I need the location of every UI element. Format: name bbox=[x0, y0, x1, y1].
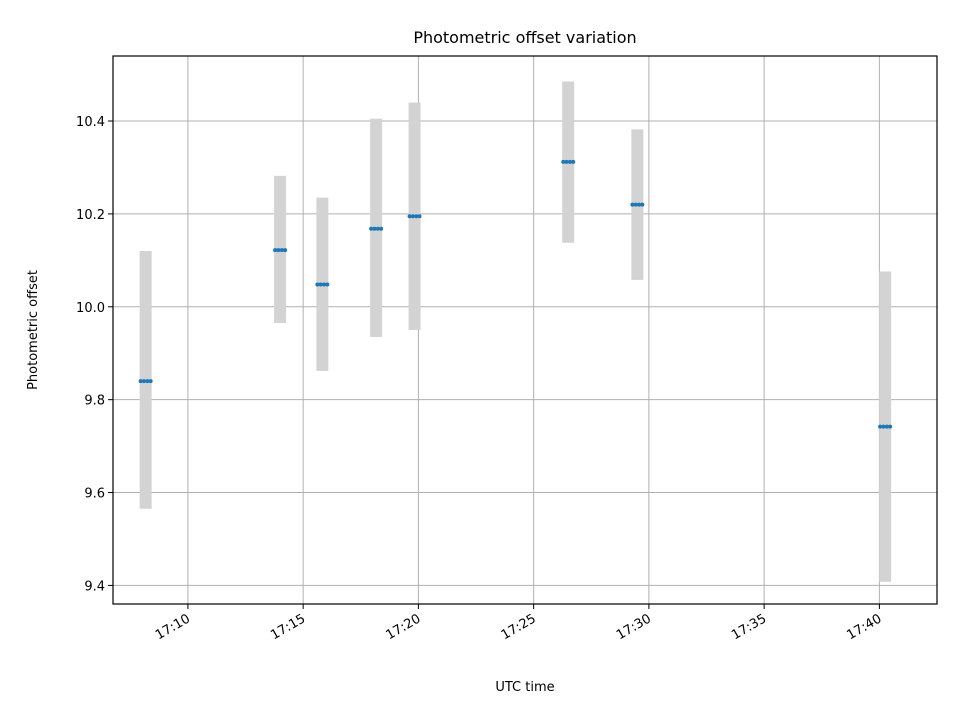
point-marker bbox=[884, 424, 889, 429]
y-axis: 9.4 9.6 9.8 10.0 10.2 10.4 bbox=[76, 115, 113, 594]
point-marker bbox=[379, 226, 384, 231]
point-marker bbox=[138, 379, 143, 384]
point-marker bbox=[276, 248, 281, 253]
data-point bbox=[561, 159, 576, 164]
data-point bbox=[273, 248, 288, 253]
data-point bbox=[630, 202, 645, 207]
data-point bbox=[138, 379, 153, 384]
point-marker bbox=[279, 248, 284, 253]
y-tick-label: 10.4 bbox=[76, 115, 105, 130]
point-marker bbox=[283, 248, 288, 253]
data-point bbox=[315, 282, 330, 287]
data-point bbox=[369, 226, 384, 231]
point-marker bbox=[417, 214, 422, 219]
point-marker bbox=[369, 226, 374, 231]
point-marker bbox=[410, 214, 415, 219]
point-marker bbox=[630, 202, 635, 207]
chart-title: Photometric offset variation bbox=[413, 28, 636, 47]
point-marker bbox=[561, 159, 566, 164]
point-marker bbox=[414, 214, 419, 219]
point-marker bbox=[407, 214, 412, 219]
point-marker bbox=[141, 379, 146, 384]
point-marker bbox=[888, 424, 893, 429]
point-marker bbox=[564, 159, 569, 164]
y-tick-label: 9.6 bbox=[84, 487, 105, 502]
data-points bbox=[138, 159, 893, 429]
point-marker bbox=[322, 282, 327, 287]
point-marker bbox=[148, 379, 153, 384]
y-axis-label: Photometric offset bbox=[26, 270, 41, 390]
x-axis-label: UTC time bbox=[495, 680, 554, 695]
point-marker bbox=[372, 226, 377, 231]
point-marker bbox=[633, 202, 638, 207]
point-marker bbox=[315, 282, 320, 287]
data-point bbox=[878, 424, 893, 429]
point-marker bbox=[375, 226, 380, 231]
point-marker bbox=[637, 202, 642, 207]
data-point bbox=[407, 214, 422, 219]
y-tick-label: 10.0 bbox=[76, 301, 105, 316]
point-marker bbox=[567, 159, 572, 164]
plot-frame bbox=[112, 55, 938, 605]
point-marker bbox=[145, 379, 150, 384]
point-marker bbox=[273, 248, 278, 253]
point-marker bbox=[318, 282, 323, 287]
point-marker bbox=[640, 202, 645, 207]
point-marker bbox=[325, 282, 330, 287]
y-tick-label: 9.4 bbox=[84, 579, 105, 594]
point-marker bbox=[878, 424, 883, 429]
point-marker bbox=[571, 159, 576, 164]
y-tick-label: 10.2 bbox=[76, 208, 105, 223]
y-tick-label: 9.8 bbox=[84, 394, 105, 409]
point-marker bbox=[881, 424, 886, 429]
